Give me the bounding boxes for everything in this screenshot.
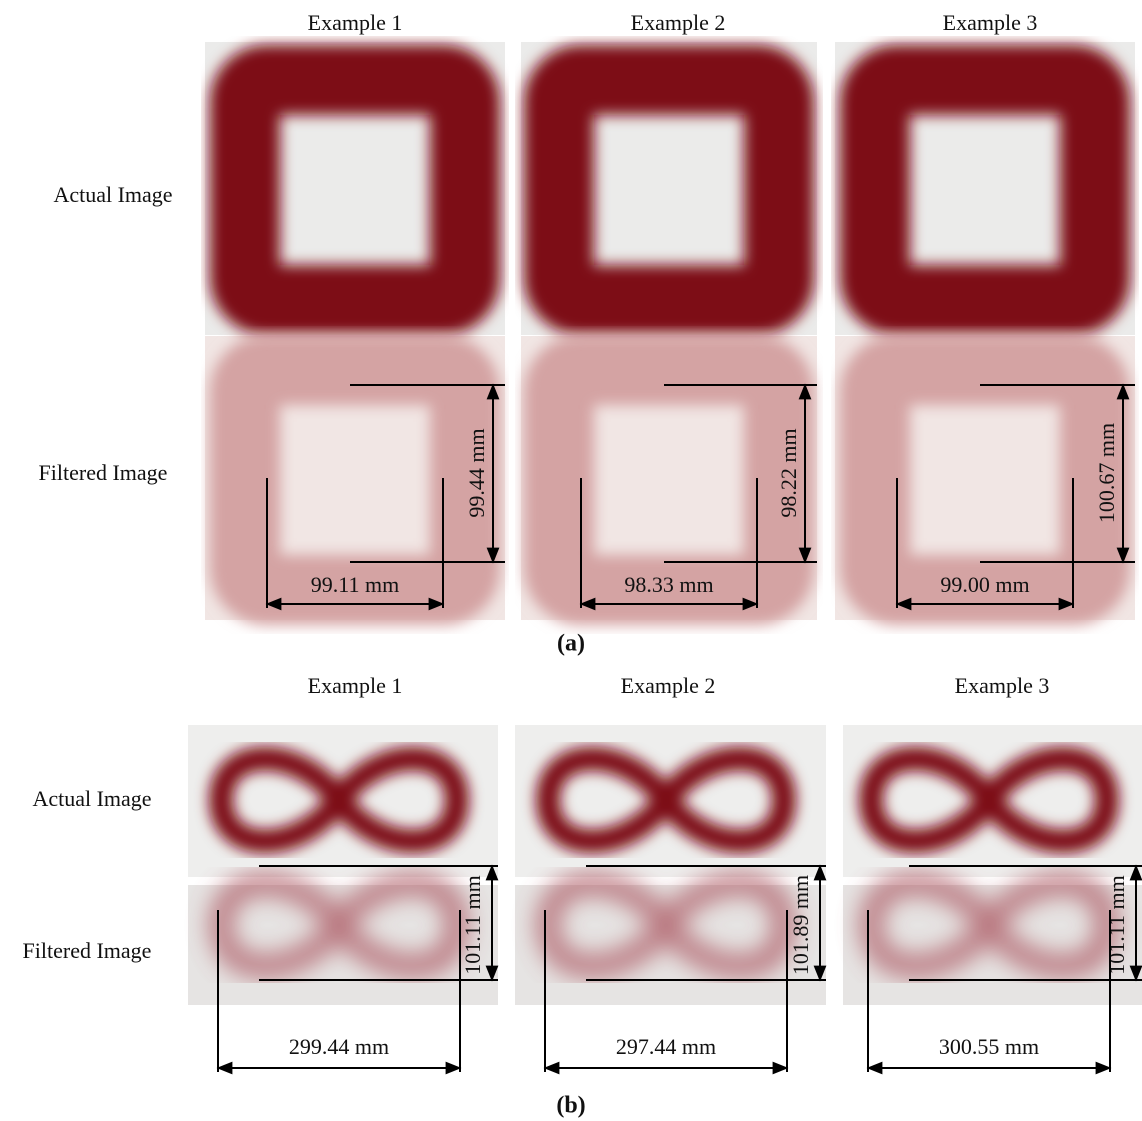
row-label: Actual Image [32,786,151,811]
height-label: 101.11 mm [1104,875,1129,974]
column-header: Example 1 [308,673,403,698]
column-header: Example 2 [621,673,716,698]
width-label: 297.44 mm [616,1034,716,1059]
row-label: Filtered Image [39,460,168,485]
width-label: 99.00 mm [940,572,1029,597]
height-label: 101.89 mm [788,875,813,975]
height-label: 98.22 mm [776,428,801,517]
column-header: Example 3 [955,673,1050,698]
width-label: 99.11 mm [311,572,399,597]
row-label: Actual Image [53,182,172,207]
width-label: 299.44 mm [289,1034,389,1059]
height-label: 101.11 mm [460,875,485,974]
width-label: 300.55 mm [939,1034,1039,1059]
width-label: 98.33 mm [624,572,713,597]
row-label: Filtered Image [23,938,152,963]
height-label: 100.67 mm [1094,423,1119,523]
height-label: 99.44 mm [464,428,489,517]
figure: (a) (b) Example 1 Example 2 Example 3 Actua… [0,0,1142,1121]
column-header: Example 3 [943,10,1038,35]
column-header: Example 2 [631,10,726,35]
caption-a: (a) [557,631,585,657]
column-header: Example 1 [308,10,403,35]
caption-b: (b) [556,1093,585,1119]
